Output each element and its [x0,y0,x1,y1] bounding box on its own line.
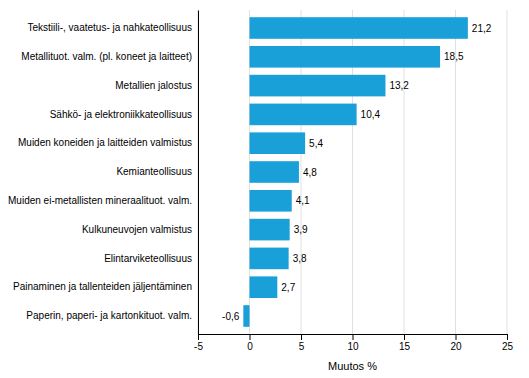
tick: 0 [247,334,253,352]
x-axis-title: Muutos % [328,360,377,372]
grid-line [198,10,199,334]
data-label: 10,4 [361,109,381,120]
chart-container: -5 0 5 10 15 20 25 Paperin, paperi- ja kartonki… [0,0,529,378]
tick-label: Sähkö- ja elektroniikkateollisuus [50,109,192,120]
tick-label: Tekstiili-, vaatetus- ja nahkateollisuus [27,22,192,33]
tick-label: 0 [247,341,253,352]
axis-line [199,335,508,341]
data-label: 3,8 [293,253,307,264]
data-label: 5,4 [309,138,323,149]
tick: Sähkö- ja elektroniikkateollisuus [50,109,192,120]
tick: Tekstiili-, vaatetus- ja nahkateollisuus [27,22,192,33]
data-label: 13,2 [389,80,409,91]
tick-label: 5 [299,341,305,352]
tick: Kemianteollisuus [116,166,192,177]
tick: Paperin, paperi- ja kartonkituot. valm. [26,310,192,321]
tick: Muiden ei-metallisten mineraalituot. val… [8,195,192,206]
bar [250,219,290,241]
data-label: 2,7 [281,282,295,293]
data-label: 4,8 [303,167,317,178]
bar [250,161,299,183]
bars [243,17,468,327]
tick-mark [198,334,199,340]
bar [250,190,292,212]
bar [250,17,468,39]
tick: Metallien jalostus [115,80,192,91]
tick-label: 10 [347,341,359,352]
y-axis: Paperin, paperi- ja kartonkituot. valm. P… [8,11,198,335]
tick-mark [301,334,302,340]
tick-label: 15 [399,341,411,352]
bar [250,132,306,154]
tick-label: Paperin, paperi- ja kartonkituot. valm. [26,310,192,321]
tick: Metallituot. valm. (pl. koneet ja laitte… [21,51,192,62]
tick: 20 [450,334,462,352]
data-label: 21,2 [472,23,492,34]
bar [243,305,249,327]
tick: 15 [399,334,411,352]
tick: 25 [502,334,514,352]
chart: -5 0 5 10 15 20 25 Paperin, paperi- ja kartonki… [0,0,529,378]
tick-mark [250,334,251,340]
tick: -5 [194,334,203,352]
tick-label: Kulkuneuvojen valmistus [82,224,192,235]
tick-label: Elintarviketeollisuus [104,253,192,264]
tick-mark [507,334,508,340]
x-axis: -5 0 5 10 15 20 25 [194,334,513,352]
bar [250,75,386,97]
tick-mark [353,334,354,340]
tick-mark [456,334,457,340]
grid [198,10,507,334]
bar [250,46,441,68]
tick: 10 [347,334,359,352]
tick-label: 25 [502,341,514,352]
tick-label: Kemianteollisuus [116,166,192,177]
tick-label: Painaminen ja tallenteiden jäljentäminen [13,281,192,292]
data-label: 4,1 [296,195,310,206]
tick: Kulkuneuvojen valmistus [82,224,192,235]
tick-label: 20 [450,341,462,352]
tick: Muiden koneiden ja laitteiden valmistus [18,137,192,148]
tick-mark [404,334,405,340]
tick-label: Metallituot. valm. (pl. koneet ja laitte… [21,51,192,62]
data-label: 18,5 [444,51,464,62]
tick: Elintarviketeollisuus [104,253,192,264]
data-label: 3,9 [294,224,308,235]
tick-label: Muiden ei-metallisten mineraalituot. val… [8,195,192,206]
bar [250,248,289,270]
data-labels: -0,6 2,7 3,8 3,9 4,1 4,8 5,4 10,4 13,2 18,5 21,2 [222,23,492,322]
tick-label: Metallien jalostus [115,80,192,91]
tick: Painaminen ja tallenteiden jäljentäminen [13,281,192,292]
axis-line [198,11,199,335]
tick-label: -5 [194,341,203,352]
tick-label: Muiden koneiden ja laitteiden valmistus [18,137,192,148]
grid-line [507,10,508,334]
data-label: -0,6 [222,311,240,322]
bar [250,104,357,126]
tick: 5 [299,334,305,352]
bar [250,276,278,298]
